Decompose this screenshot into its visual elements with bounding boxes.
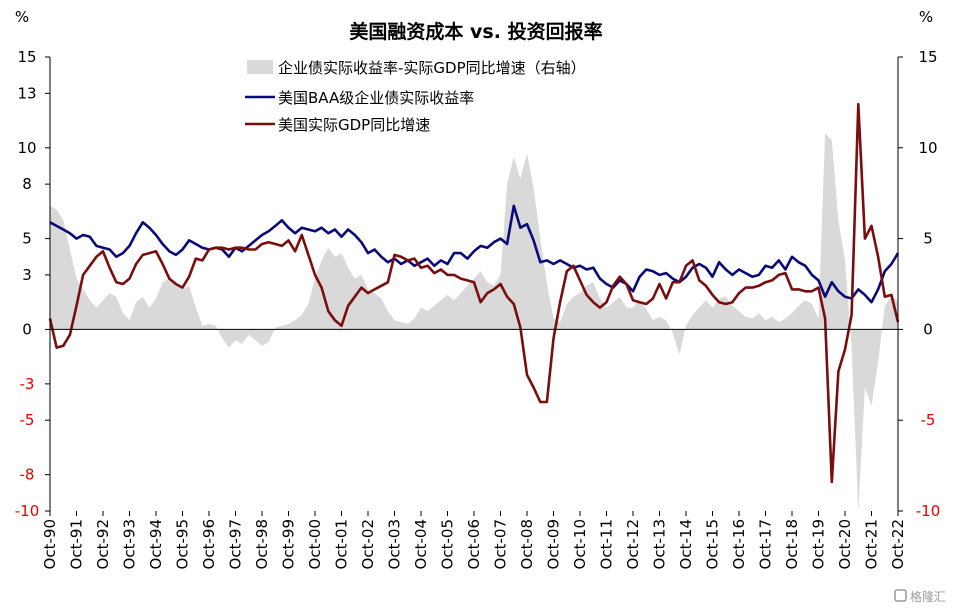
left-axis-ticks: 15 13 10 8 5 3 0 -3 -5 -8 -10 (15, 48, 50, 520)
left-tick-label: 8 (22, 175, 32, 193)
x-tick-label: Oct-97 (227, 519, 245, 569)
left-tick-label: -3 (20, 375, 35, 393)
x-tick-label: Oct-98 (253, 519, 271, 569)
x-tick-label: Oct-92 (94, 519, 112, 569)
legend-label-area: 企业债实际收益率-实际GDP同比增速（右轴） (278, 59, 586, 77)
x-tick-label: Oct-01 (333, 519, 351, 569)
x-tick-label: Oct-93 (121, 519, 139, 569)
x-tick-label: Oct-09 (545, 519, 563, 569)
x-tick-label: Oct-11 (598, 519, 616, 569)
x-tick-label: Oct-91 (68, 519, 86, 569)
x-tick-label: Oct-22 (889, 519, 907, 569)
series-line-gdp-growth (48, 102, 900, 484)
x-tick-label: Oct-14 (677, 519, 695, 569)
left-tick-label: -5 (20, 411, 35, 429)
x-tick-label: Oct-12 (624, 519, 642, 569)
right-tick-label: 5 (923, 230, 933, 248)
x-tick-label: Oct-18 (783, 519, 801, 569)
x-tick-label: Oct-03 (386, 519, 404, 569)
x-tick-label: Oct-20 (836, 519, 854, 569)
x-tick-label: Oct-21 (863, 519, 881, 569)
left-tick-label: 13 (17, 84, 36, 102)
left-tick-label: 15 (17, 48, 36, 66)
right-tick-label: -10 (916, 502, 941, 520)
x-tick-label: Oct-17 (757, 519, 775, 569)
legend-swatch-area (247, 60, 273, 74)
axes-layer (49, 57, 899, 511)
left-tick-label: -10 (15, 502, 40, 520)
x-tick-label: Oct-00 (306, 519, 324, 569)
x-tick-label: Oct-90 (41, 519, 59, 569)
left-axis-unit: % (15, 8, 29, 26)
x-tick-label: Oct-95 (174, 519, 192, 569)
x-tick-label: Oct-05 (439, 519, 457, 569)
x-axis-ticks: Oct-90 Oct-91 Oct-92 Oct-93 Oct-94 Oct-95 Oct-… (41, 511, 907, 569)
right-tick-label: 0 (923, 320, 933, 338)
watermark: 格隆汇 (894, 589, 946, 604)
x-tick-label: Oct-08 (518, 519, 536, 569)
left-tick-label: -8 (20, 466, 35, 484)
legend: 企业债实际收益率-实际GDP同比增速（右轴） 美国BAA级企业债实际收益率 美国… (245, 59, 586, 134)
x-tick-label: Oct-96 (200, 519, 218, 569)
series-area-spread (50, 133, 898, 512)
chart-title: 美国融资成本 vs. 投资回报率 (349, 20, 602, 43)
right-tick-label: -5 (921, 411, 936, 429)
legend-label-gdp: 美国实际GDP同比增速 (278, 116, 430, 134)
left-tick-label: 0 (22, 320, 32, 338)
x-tick-label: Oct-99 (280, 519, 298, 569)
x-tick-label: Oct-15 (704, 519, 722, 569)
left-tick-label: 5 (22, 230, 32, 248)
x-tick-label: Oct-04 (412, 519, 430, 569)
series-line-baa-yield (49, 204, 900, 304)
left-tick-label: 3 (22, 266, 32, 284)
x-tick-label: Oct-13 (651, 519, 669, 569)
x-tick-label: Oct-02 (359, 519, 377, 569)
legend-label-baa: 美国BAA级企业债实际收益率 (278, 89, 474, 107)
x-tick-label: Oct-10 (571, 519, 589, 569)
watermark-logo-icon (894, 589, 907, 602)
right-tick-label: 10 (918, 139, 937, 157)
x-tick-label: Oct-16 (730, 519, 748, 569)
x-tick-label: Oct-07 (492, 519, 510, 569)
x-tick-label: Oct-06 (465, 519, 483, 569)
series-layer (48, 102, 900, 512)
left-tick-label: 10 (17, 139, 36, 157)
right-tick-label: 15 (918, 48, 937, 66)
x-tick-label: Oct-94 (147, 519, 165, 569)
right-axis-ticks: 15 10 5 0 -5 -10 (898, 48, 940, 520)
right-axis-unit: % (919, 8, 933, 26)
watermark-text: 格隆汇 (910, 589, 946, 604)
x-tick-label: Oct-19 (810, 519, 828, 569)
